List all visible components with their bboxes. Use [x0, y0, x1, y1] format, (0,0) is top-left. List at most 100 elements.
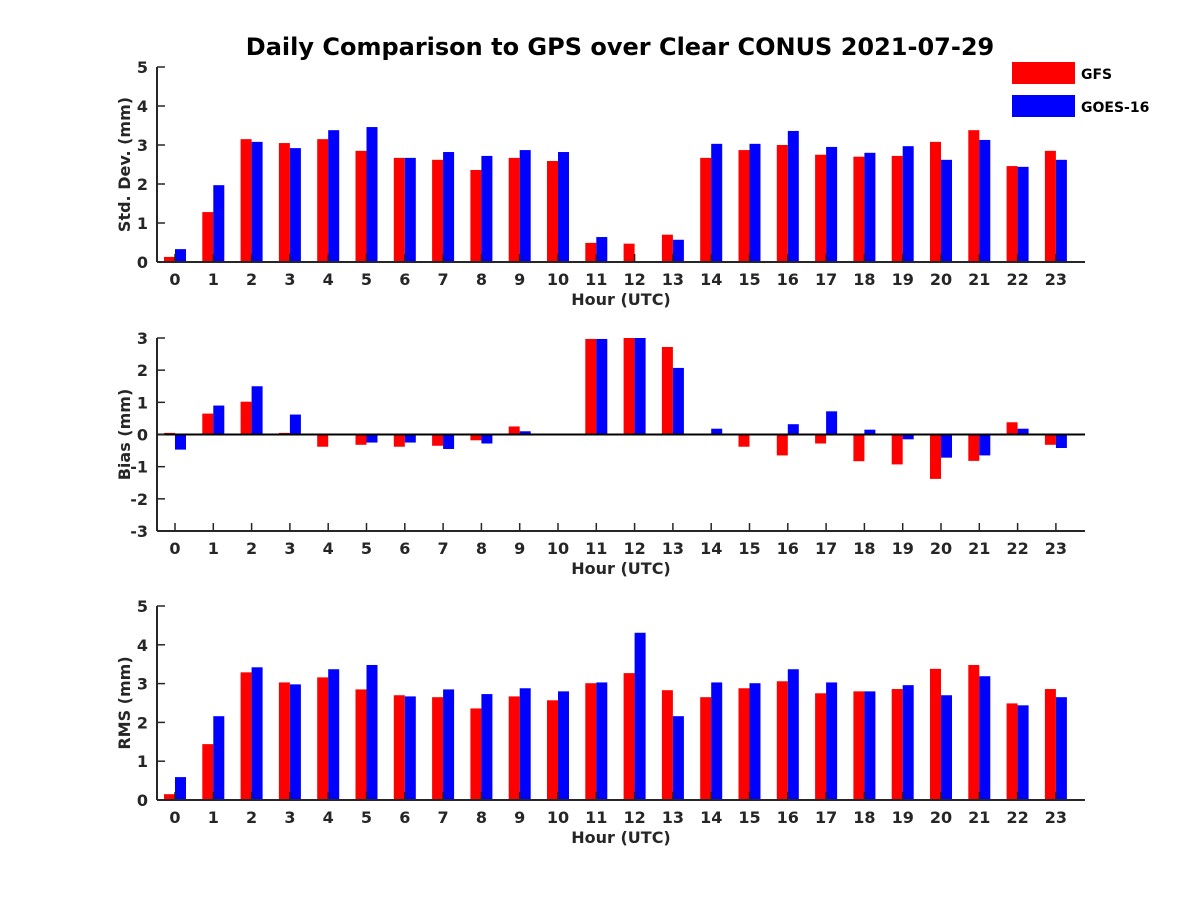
x-tick-label-rms: 2	[246, 808, 257, 827]
x-tick-label-bias: 10	[547, 539, 569, 558]
bar-bias-goes16-19	[902, 434, 914, 440]
bar-bias-gfs-16	[776, 434, 788, 456]
bar-bias-goes16-11	[596, 338, 608, 435]
bar-std-goes16-6	[404, 157, 416, 262]
bar-std-gfs-14	[700, 157, 712, 262]
bar-std-goes16-18	[864, 152, 876, 262]
bar-rms-goes16-3	[289, 684, 301, 800]
bar-bias-gfs-17	[815, 434, 827, 444]
bar-rms-goes16-0	[175, 777, 186, 800]
y-tick-label-rms: 0	[137, 791, 148, 810]
bar-bias-goes16-21	[979, 434, 991, 456]
x-tick-label-bias: 19	[892, 539, 914, 558]
bar-std-goes16-1	[213, 185, 225, 262]
x-tick-label-rms: 8	[476, 808, 487, 827]
x-tick-label-rms: 19	[892, 808, 914, 827]
y-tick-label-std: 1	[137, 214, 148, 233]
bar-rms-goes16-13	[672, 716, 684, 800]
bar-rms-gfs-9	[508, 696, 520, 800]
bar-rms-goes16-21	[979, 676, 991, 800]
bar-std-gfs-3	[278, 143, 290, 262]
bar-rms-goes16-6	[404, 696, 416, 800]
x-tick-label-bias: 5	[361, 539, 372, 558]
bar-std-gfs-11	[585, 242, 597, 262]
bar-std-gfs-2	[240, 139, 252, 262]
bar-rms-goes16-19	[902, 685, 914, 800]
x-tick-label-std: 23	[1045, 270, 1067, 289]
y-tick-label-rms: 3	[137, 675, 148, 694]
bar-rms-gfs-18	[853, 691, 865, 800]
bar-rms-gfs-6	[393, 695, 405, 800]
bar-rms-goes16-11	[596, 682, 608, 800]
x-tick-label-std: 12	[623, 270, 645, 289]
bar-bias-goes16-16	[787, 424, 799, 435]
bar-std-goes16-0	[175, 249, 186, 262]
bar-std-gfs-16	[776, 145, 788, 262]
bar-bias-goes16-6	[404, 434, 416, 443]
bar-bias-goes16-17	[826, 411, 838, 435]
y-tick-label-bias: 3	[137, 329, 148, 348]
bar-std-goes16-9	[519, 150, 531, 262]
bar-std-goes16-23	[1055, 159, 1067, 262]
bar-rms-goes16-10	[558, 691, 569, 800]
y-tick-label-std: 0	[137, 253, 148, 272]
bar-rms-gfs-16	[776, 681, 788, 800]
y-axis-label-std: Std. Dev. (mm)	[115, 97, 134, 232]
bar-bias-gfs-13	[661, 347, 673, 435]
y-tick-label-std: 2	[137, 175, 148, 194]
bar-rms-goes16-16	[787, 669, 799, 800]
x-tick-label-rms: 20	[930, 808, 952, 827]
bar-bias-gfs-5	[355, 434, 367, 445]
x-axis-label-std: Hour (UTC)	[571, 290, 671, 309]
x-tick-label-std: 4	[323, 270, 334, 289]
bar-std-gfs-6	[393, 157, 405, 262]
bar-rms-goes16-17	[826, 682, 838, 800]
x-tick-label-std: 21	[968, 270, 990, 289]
y-axis-label-bias: Bias (mm)	[115, 389, 134, 481]
x-tick-label-bias: 12	[623, 539, 645, 558]
x-tick-label-rms: 16	[777, 808, 799, 827]
x-tick-label-bias: 13	[662, 539, 684, 558]
bar-rms-goes16-20	[941, 695, 952, 800]
x-tick-label-std: 10	[547, 270, 569, 289]
x-tick-label-bias: 11	[585, 539, 607, 558]
bar-bias-goes16-13	[672, 367, 684, 435]
bar-std-goes16-20	[941, 159, 952, 262]
x-tick-label-std: 5	[361, 270, 372, 289]
x-tick-label-bias: 4	[323, 539, 334, 558]
y-axis-label-rms: RMS (mm)	[115, 656, 134, 749]
bar-rms-gfs-22	[1006, 703, 1018, 800]
bar-std-gfs-22	[1006, 166, 1018, 262]
bar-bias-gfs-8	[470, 434, 482, 441]
y-tick-label-bias: 1	[137, 393, 148, 412]
bar-rms-gfs-5	[355, 689, 367, 800]
bar-std-gfs-7	[432, 159, 444, 262]
bar-bias-goes16-2	[251, 386, 263, 435]
x-tick-label-rms: 7	[438, 808, 449, 827]
x-tick-label-bias: 22	[1006, 539, 1028, 558]
bar-std-gfs-15	[738, 150, 750, 262]
x-tick-label-bias: 1	[208, 539, 219, 558]
bar-bias-goes16-14	[711, 428, 723, 435]
x-tick-label-std: 16	[777, 270, 799, 289]
bar-rms-gfs-2	[240, 672, 252, 800]
bar-rms-goes16-18	[864, 691, 876, 800]
bar-std-gfs-10	[547, 160, 558, 262]
bar-std-goes16-14	[711, 143, 723, 262]
bar-rms-gfs-10	[547, 700, 558, 800]
bar-std-goes16-15	[749, 143, 761, 262]
bar-rms-goes16-8	[481, 694, 493, 800]
bar-std-gfs-19	[891, 155, 903, 262]
x-tick-label-bias: 2	[246, 539, 257, 558]
bar-std-gfs-23	[1044, 150, 1056, 262]
y-tick-label-rms: 1	[137, 752, 148, 771]
bar-bias-gfs-21	[968, 434, 980, 461]
bar-bias-gfs-4	[317, 434, 329, 447]
bar-rms-goes16-7	[443, 689, 455, 800]
bar-rms-goes16-2	[251, 667, 263, 800]
bar-bias-goes16-5	[366, 434, 378, 443]
x-axis-label-bias: Hour (UTC)	[571, 559, 671, 578]
bar-rms-gfs-21	[968, 664, 980, 800]
